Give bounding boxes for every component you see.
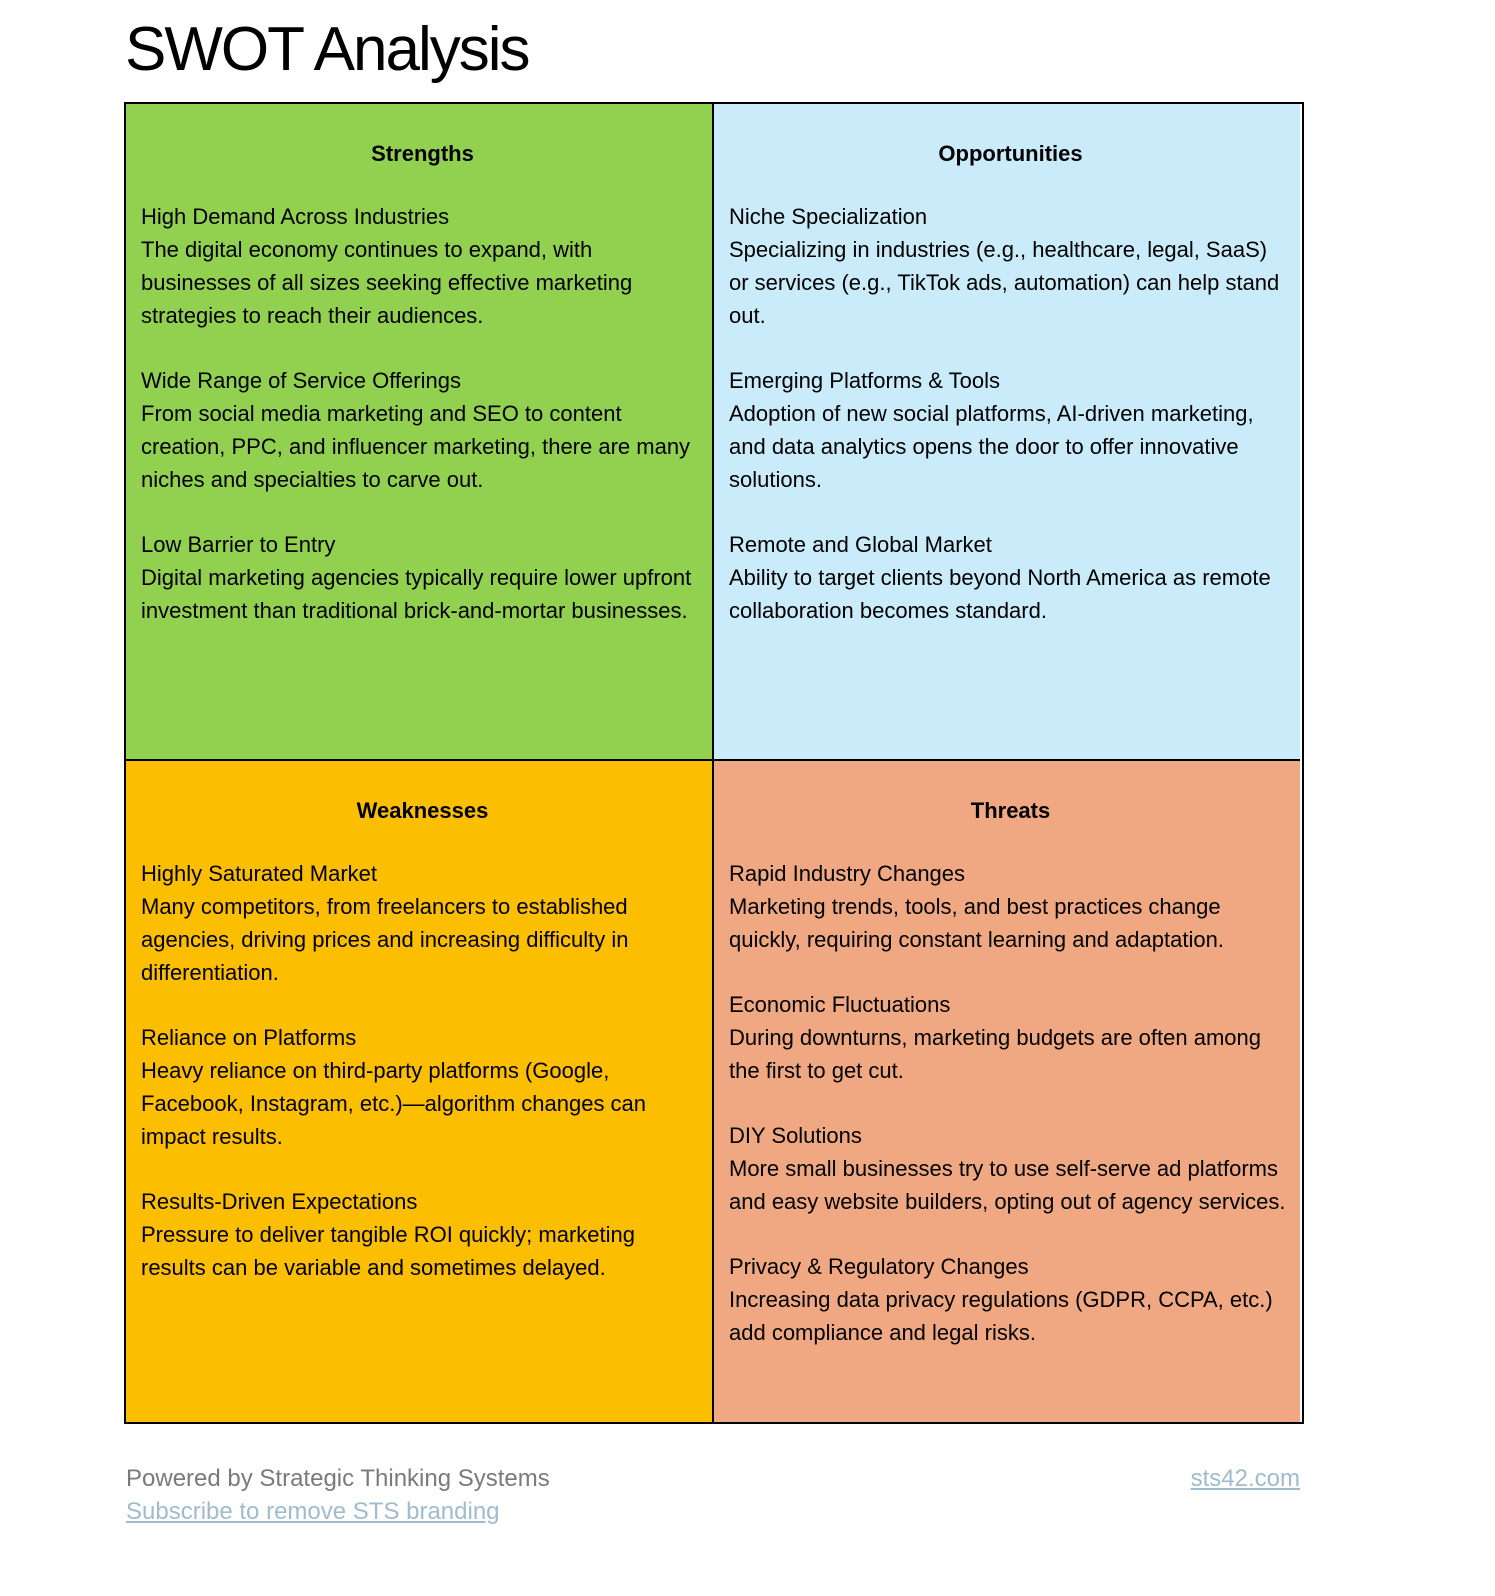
item-description: From social media marketing and SEO to c… bbox=[141, 401, 691, 492]
item-description: Pressure to deliver tangible ROI quickly… bbox=[141, 1222, 635, 1280]
strengths-quadrant: Strengths High Demand Across Industries Th… bbox=[126, 104, 713, 760]
item-title: Wide Range of Service Offerings bbox=[141, 368, 461, 393]
item-description: Adoption of new social platforms, AI-dri… bbox=[729, 401, 1254, 492]
item-title: Emerging Platforms & Tools bbox=[729, 368, 1001, 393]
item-description: More small businesses try to use self-se… bbox=[729, 1156, 1286, 1214]
swot-item: Low Barrier to Entry Digital marketing ag… bbox=[141, 528, 704, 627]
swot-item: Remote and Global Market Ability to targe… bbox=[729, 528, 1292, 627]
powered-by-text: Powered by Strategic Thinking Systems bbox=[126, 1465, 550, 1492]
swot-item: DIY Solutions More small businesses try t… bbox=[729, 1119, 1292, 1218]
item-title: Niche Specialization bbox=[729, 204, 928, 229]
threats-quadrant: Threats Rapid Industry Changes Marketing t… bbox=[713, 760, 1300, 1422]
item-description: Increasing data privacy regulations (GDP… bbox=[729, 1287, 1273, 1345]
site-link[interactable]: sts42.com bbox=[1190, 1465, 1300, 1492]
item-title: Highly Saturated Market bbox=[141, 861, 377, 886]
item-title: Economic Fluctuations bbox=[729, 992, 951, 1017]
weaknesses-heading: Weaknesses bbox=[356, 798, 489, 823]
footer: Powered by Strategic Thinking Systems Su… bbox=[126, 1462, 550, 1528]
item-title: Remote and Global Market bbox=[729, 532, 992, 557]
item-description: Ability to target clients beyond North A… bbox=[729, 565, 1271, 623]
item-title: Low Barrier to Entry bbox=[141, 532, 336, 557]
swot-item: Niche Specialization Specializing in indu… bbox=[729, 200, 1292, 332]
swot-item: Reliance on Platforms Heavy reliance on t… bbox=[141, 1021, 704, 1153]
item-title: DIY Solutions bbox=[729, 1123, 862, 1148]
weaknesses-quadrant: Weaknesses Highly Saturated Market Many co… bbox=[126, 760, 713, 1422]
item-title: Results-Driven Expectations bbox=[141, 1189, 418, 1214]
swot-item: Results-Driven Expectations Pressure to d… bbox=[141, 1185, 704, 1284]
item-title: Privacy & Regulatory Changes bbox=[729, 1254, 1029, 1279]
swot-item: Wide Range of Service Offerings From soci… bbox=[141, 364, 704, 496]
swot-item: Privacy & Regulatory Changes Increasing d… bbox=[729, 1250, 1292, 1349]
swot-item: Rapid Industry Changes Marketing trends, … bbox=[729, 857, 1292, 956]
item-description: Heavy reliance on third-party platforms … bbox=[141, 1058, 647, 1149]
opportunities-quadrant: Opportunities Niche Specialization Special… bbox=[713, 104, 1300, 760]
threats-heading: Threats bbox=[970, 798, 1051, 823]
item-description: Many competitors, from freelancers to es… bbox=[141, 894, 629, 985]
item-description: Specializing in industries (e.g., health… bbox=[729, 237, 1280, 328]
subscribe-link[interactable]: Subscribe to remove STS branding bbox=[126, 1498, 500, 1525]
item-title: Reliance on Platforms bbox=[141, 1025, 357, 1050]
swot-item: Economic Fluctuations During downturns, m… bbox=[729, 988, 1292, 1087]
page-title: SWOT Analysis bbox=[125, 15, 531, 84]
swot-item: Highly Saturated Market Many competitors,… bbox=[141, 857, 704, 989]
strengths-heading: Strengths bbox=[371, 141, 474, 166]
item-description: Digital marketing agencies typically req… bbox=[141, 565, 692, 623]
swot-item: Emerging Platforms & Tools Adoption of ne… bbox=[729, 364, 1292, 496]
item-description: Marketing trends, tools, and best practi… bbox=[729, 894, 1224, 952]
item-description: During downturns, marketing budgets are … bbox=[729, 1025, 1261, 1083]
item-title: High Demand Across Industries bbox=[141, 204, 450, 229]
item-description: The digital economy continues to expand,… bbox=[141, 237, 633, 328]
opportunities-heading: Opportunities bbox=[938, 141, 1083, 166]
item-title: Rapid Industry Changes bbox=[729, 861, 966, 886]
swot-grid: Strengths High Demand Across Industries Th… bbox=[124, 102, 1304, 1424]
swot-item: High Demand Across Industries The digital… bbox=[141, 200, 704, 332]
